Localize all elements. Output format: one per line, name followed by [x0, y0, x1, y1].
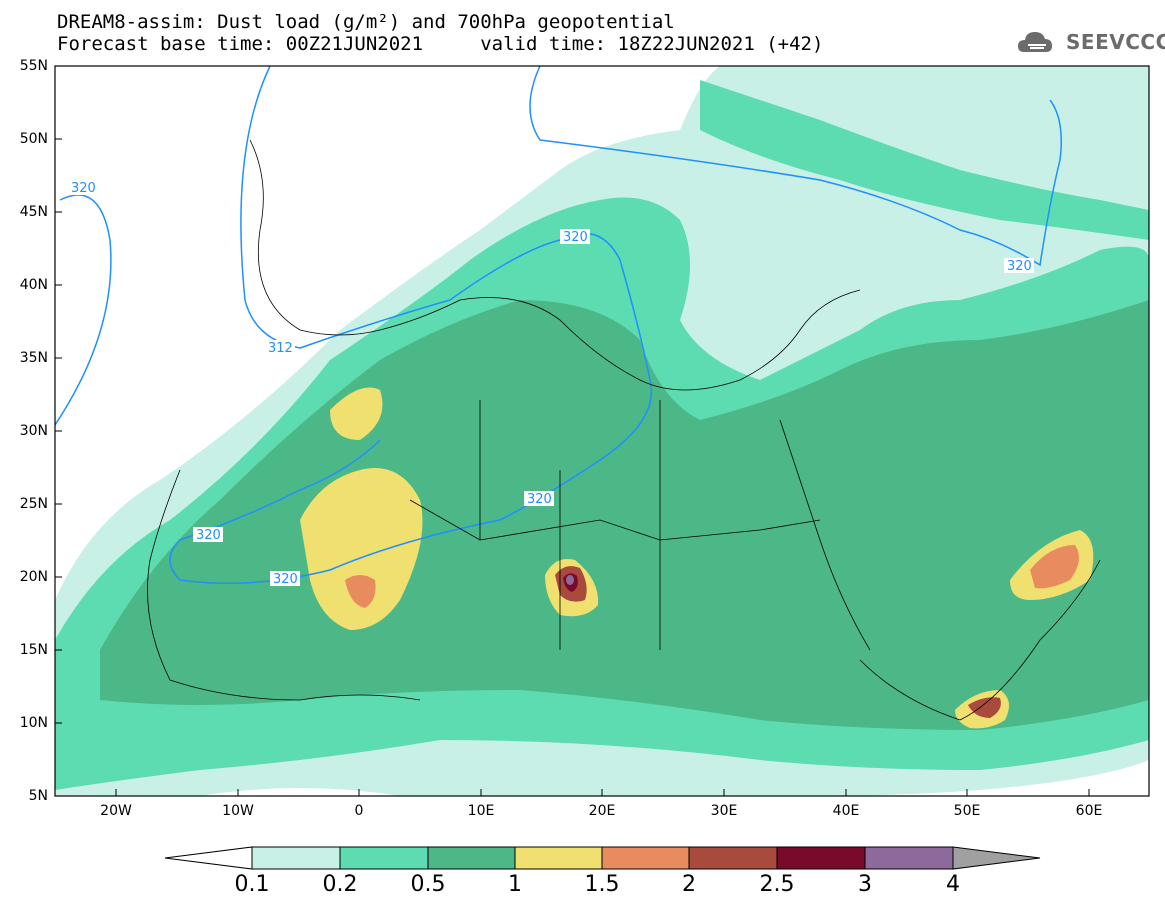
contour-label-320: 320: [71, 181, 96, 196]
contour-label-312: 312: [268, 341, 293, 356]
colorbar-label: 0.2: [322, 872, 358, 897]
logo-text: SEEVCCC: [1066, 30, 1165, 54]
lat-label: 55N: [19, 58, 48, 74]
contour-label-320-e: 320: [273, 572, 298, 587]
lat-label: 15N: [19, 642, 48, 658]
geopotential-contour-320-north: [529, 66, 1062, 267]
colorbar-label: 1.5: [584, 872, 620, 897]
dust-band-1: [300, 468, 423, 630]
lon-label: 10W: [222, 803, 254, 819]
colorbar-bin-7: [864, 846, 954, 870]
dust-band-1.5: [345, 575, 376, 608]
contour-label-320-c: 320: [527, 492, 552, 507]
lat-label: 20N: [19, 569, 48, 585]
colorbar-label: 0.1: [234, 872, 270, 897]
africa-west-coast: [147, 469, 421, 701]
colorbar-over-arrow: [952, 846, 1041, 870]
coastline: [249, 139, 861, 391]
dust-band-1b: [330, 387, 383, 440]
lon-label: 30E: [710, 803, 738, 819]
red-sea-coast: [779, 419, 871, 651]
colorbar-label: 1: [508, 872, 522, 897]
dust-band-2-arabia: [968, 697, 1001, 718]
lon-label: 20E: [588, 803, 616, 819]
lat-label: 25N: [19, 496, 48, 512]
colorbar-label: 3: [858, 872, 872, 897]
lon-label: 60E: [1075, 803, 1103, 819]
dust-band-0.2-north: [700, 80, 1149, 240]
colorbar-bin-0: [251, 846, 341, 870]
map-title: DREAM8-assim: Dust load (g/m²) and 700hP…: [57, 11, 675, 33]
cloud-icon: [1018, 32, 1052, 52]
lon-label: 10E: [467, 803, 495, 819]
colorbar-under-arrow: [164, 846, 253, 870]
colorbar-bin-5: [688, 846, 778, 870]
geopotential-contour-320-west: [55, 194, 112, 426]
lat-label: 50N: [19, 131, 48, 147]
colorbar-bin-6: [776, 846, 866, 870]
lon-label: 20W: [100, 803, 132, 819]
geopotential-contour-312: [169, 66, 653, 585]
lat-label: 10N: [19, 715, 48, 731]
dust-band-1.5b: [1030, 545, 1079, 589]
colorbar-label: 2.5: [759, 872, 795, 897]
lat-label: 35N: [19, 350, 48, 366]
lat-label: 45N: [19, 204, 48, 220]
arabia-coast: [859, 559, 1101, 721]
lat-label: 30N: [19, 423, 48, 439]
colorbar-bin-1: [339, 846, 429, 870]
colorbar-label: 2: [682, 872, 696, 897]
colorbar-label: 0.5: [410, 872, 446, 897]
lon-label: 0: [354, 803, 364, 819]
forecast-time-subtitle: Forecast base time: 00Z21JUN2021 valid t…: [57, 33, 824, 55]
colorbar: [164, 846, 1041, 870]
contour-label-320-d: 320: [196, 528, 221, 543]
dust-band-3: [566, 575, 574, 585]
colorbar-bin-2: [427, 846, 516, 870]
lat-label: 5N: [28, 788, 48, 804]
lat-label: 40N: [19, 277, 48, 293]
contour-label-320-b: 320: [563, 230, 588, 245]
colorbar-bin-3: [514, 846, 603, 870]
lon-label: 40E: [832, 803, 860, 819]
border-lines: [409, 400, 821, 650]
contour-label-320-f: 320: [1007, 259, 1032, 274]
colorbar-label: 4: [946, 872, 960, 897]
lon-label: 50E: [953, 803, 981, 819]
colorbar-bin-4: [601, 846, 690, 870]
